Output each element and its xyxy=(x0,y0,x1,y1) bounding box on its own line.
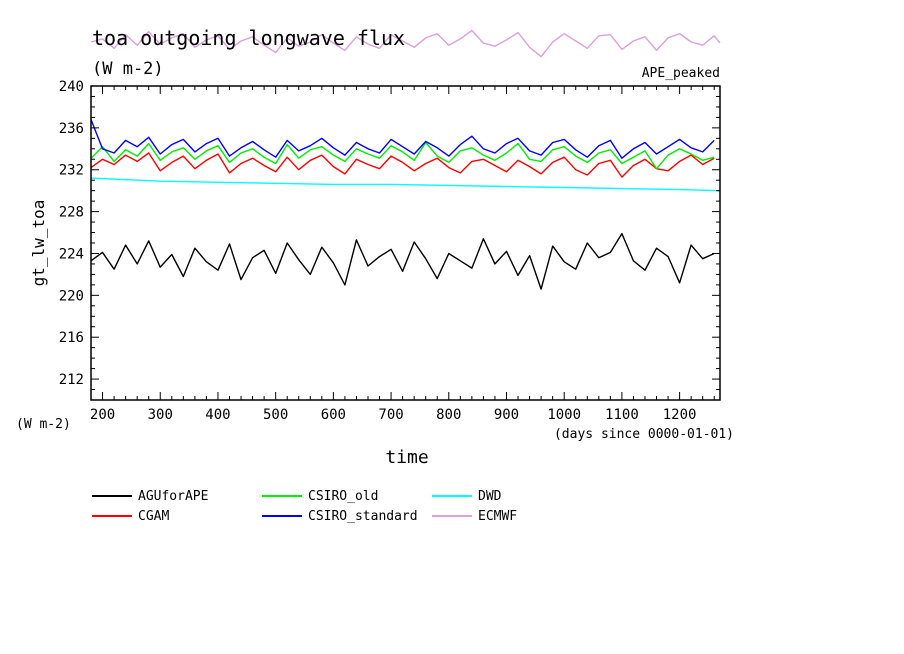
legend-item-cgam: CGAM xyxy=(92,509,169,524)
series-line-aguforape xyxy=(90,232,715,290)
y-tick-label: 240 xyxy=(59,79,84,95)
y-tick-label: 216 xyxy=(59,330,84,346)
y-tick-label: 220 xyxy=(59,288,84,304)
y-tick-label: 212 xyxy=(59,372,84,388)
legend-item-csiro-standard: CSIRO_standard xyxy=(262,509,418,524)
x-axis-units: (days since 0000-01-01) xyxy=(554,427,734,442)
legend-item-csiro-old: CSIRO_old xyxy=(262,489,378,504)
legend-label: CSIRO_old xyxy=(308,489,378,504)
x-tick-label: 400 xyxy=(205,407,230,423)
x-tick-label: 1200 xyxy=(663,407,697,423)
y-tick-label: 228 xyxy=(59,205,84,221)
series-line-cgam xyxy=(90,152,715,178)
series-layer xyxy=(90,29,721,290)
legend-label: DWD xyxy=(478,489,502,504)
legend-item-aguforape: AGUforAPE xyxy=(92,489,208,504)
legend-item-ecmwf: ECMWF xyxy=(432,509,517,524)
legend-label: AGUforAPE xyxy=(138,489,208,504)
y-axis-label: gt_lw_toa xyxy=(29,200,48,287)
x-tick-label: 200 xyxy=(90,407,115,423)
x-tick-label: 1000 xyxy=(547,407,581,423)
x-tick-label: 700 xyxy=(378,407,403,423)
x-tick-label: 1100 xyxy=(605,407,639,423)
legend: AGUforAPE CGAM CSIRO_old CSIRO_standard DWD E… xyxy=(92,489,517,524)
chart-title: toa outgoing longwave flux xyxy=(92,26,405,50)
y-tick-label: 232 xyxy=(59,163,84,179)
axis-tick-labels: 200 300 400 500 600 700 800 900 1000 1100 1200 212 2… xyxy=(59,79,697,423)
legend-label: ECMWF xyxy=(478,509,517,524)
y-axis-units: (W m-2) xyxy=(16,417,71,432)
x-tick-label: 800 xyxy=(436,407,461,423)
series-line-dwd xyxy=(90,177,721,192)
title-units: (W m-2) xyxy=(92,59,164,79)
legend-label: CSIRO_standard xyxy=(308,509,418,524)
series-line-csiro-standard xyxy=(90,119,715,159)
axis-ticks xyxy=(91,85,720,400)
x-tick-label: 300 xyxy=(148,407,173,423)
x-axis-label: time xyxy=(385,447,428,468)
x-tick-label: 500 xyxy=(263,407,288,423)
y-tick-label: 224 xyxy=(59,246,84,262)
legend-item-dwd: DWD xyxy=(432,489,502,504)
legend-label: CGAM xyxy=(138,509,169,524)
series-line-csiro-old xyxy=(90,141,715,170)
dataset-label: APE_peaked xyxy=(642,66,720,81)
x-tick-label: 900 xyxy=(494,407,519,423)
y-tick-label: 236 xyxy=(59,121,84,137)
series-line-ecmwf xyxy=(90,29,721,58)
x-tick-label: 600 xyxy=(321,407,346,423)
